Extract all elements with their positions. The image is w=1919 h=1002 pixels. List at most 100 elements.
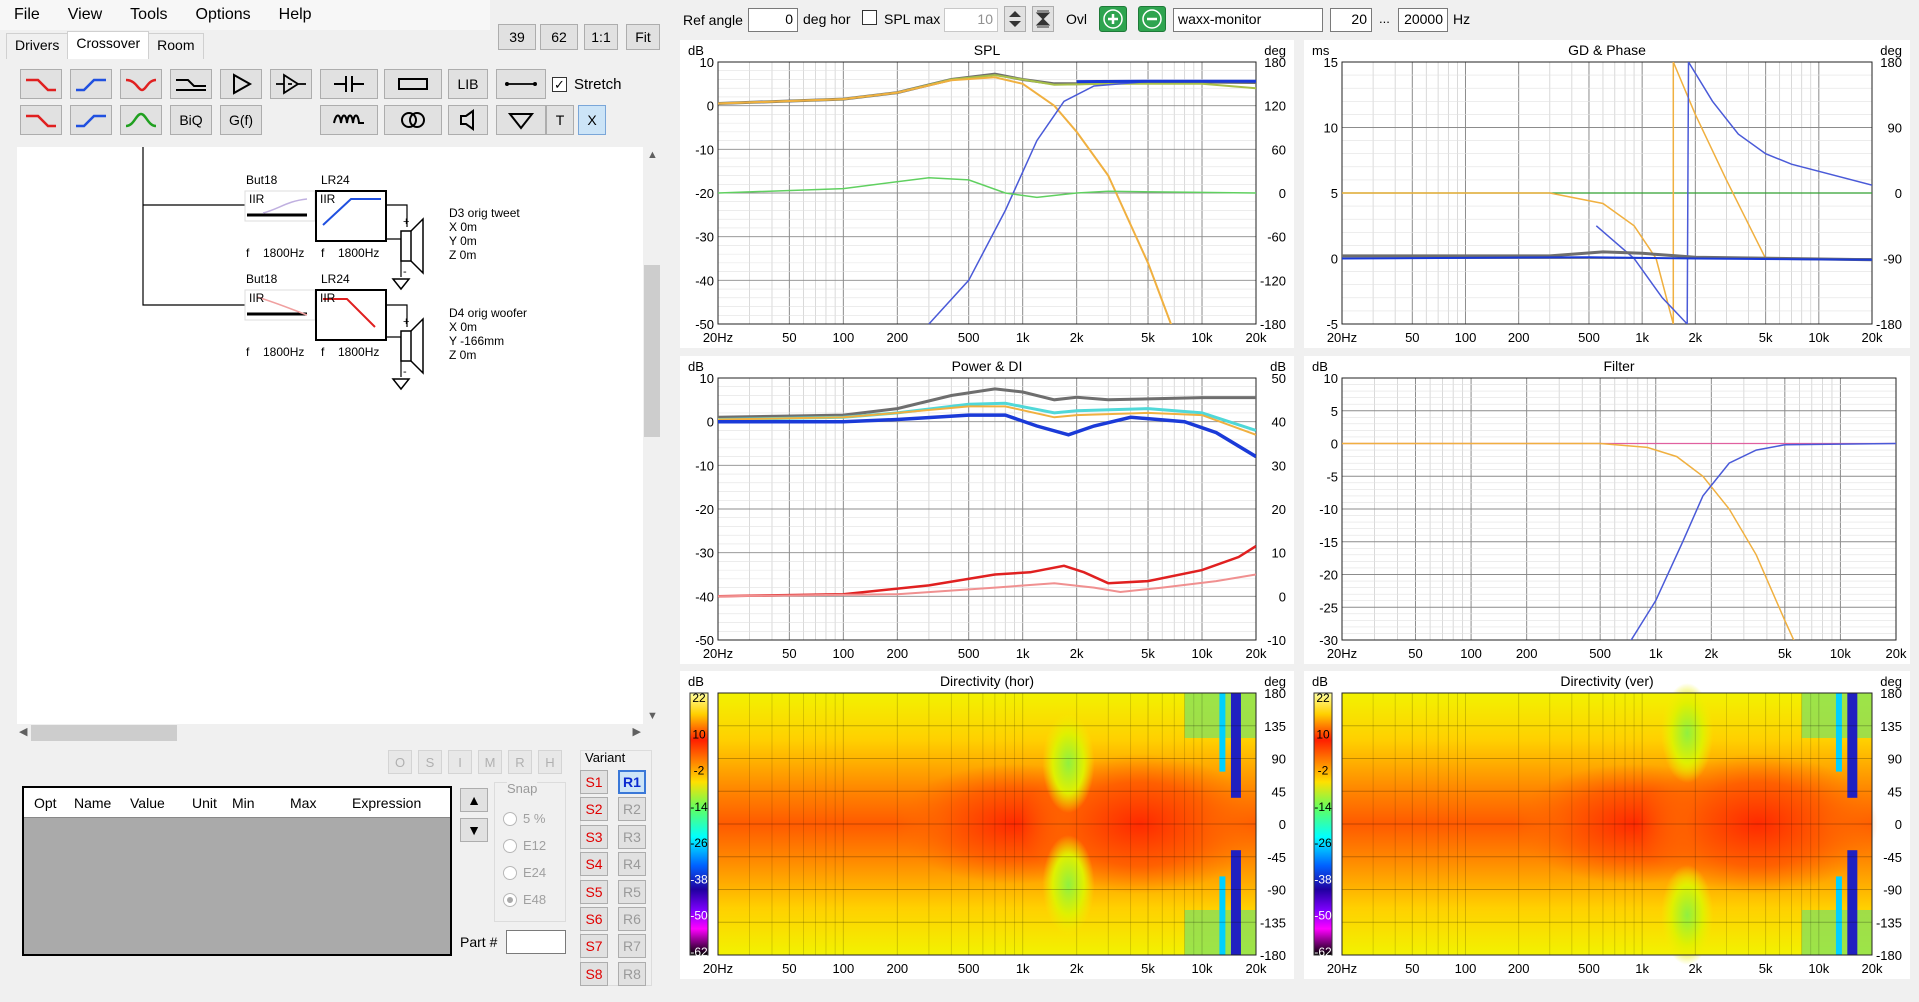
tab-crossover[interactable]: Crossover [67,31,150,59]
snap-5pct[interactable]: 5 % [503,811,545,826]
move-up-button[interactable]: ▲ [460,788,488,812]
highpass2-blue-button[interactable] [70,105,112,135]
menu-view[interactable]: View [67,6,103,23]
overlay-name-input[interactable]: waxx-monitor [1173,8,1323,32]
notch-red-button[interactable] [120,69,162,99]
menu-options[interactable]: Options [195,6,251,23]
variant-save-s7-button[interactable]: S7 [580,934,608,959]
schematic-canvas[interactable]: + - + - But18 LR24 IIR IIR f 1800Hz f 1800… [17,147,649,724]
remove-overlay-button[interactable] [1138,6,1166,32]
tab-drivers[interactable]: Drivers [6,33,69,59]
snap-e24[interactable]: E24 [503,865,546,880]
amplifier-button[interactable] [220,69,262,99]
spl-x-tick: 5k [1141,330,1155,345]
snap-e48[interactable]: E48 [503,892,546,907]
dir-ver-right-tick: 90 [1888,752,1902,767]
menu-help[interactable]: Help [278,6,312,23]
library-button[interactable]: LIB [448,69,488,99]
schematic-vertical-scrollbar[interactable]: ▲ ▼ [643,147,661,724]
snap-e24-radio[interactable] [503,865,517,880]
directivity-hor-chart[interactable]: Directivity (hor) dB deg 180 135 90 45 0 -45 -90 -… [680,671,1294,979]
part-number-input[interactable] [506,930,566,954]
opt-h-button[interactable]: H [538,750,562,774]
snap-e12-radio[interactable] [503,838,517,853]
variant-save-s5-button[interactable]: S5 [580,879,608,904]
power-x-tick: 20Hz [703,646,733,661]
dir-ver-scale-tick: -38 [1314,872,1332,886]
highpass-blue-button[interactable] [70,69,112,99]
spl-extreme-button[interactable] [1032,6,1054,32]
snap-e48-radio[interactable] [503,892,517,907]
speaker-button[interactable] [448,105,488,135]
filter-left-tick: -20 [1319,568,1338,583]
ref-angle-input[interactable]: 0 [748,8,798,32]
add-overlay-button[interactable] [1099,6,1127,32]
biquad-button[interactable]: BiQ [170,105,212,135]
snap-e12[interactable]: E12 [503,838,546,853]
spl-max-checkbox[interactable] [862,10,877,25]
variant-save-s4-button[interactable]: S4 [580,852,608,877]
freq-min-input[interactable]: 20 [1330,8,1372,32]
buffer-button[interactable] [270,69,312,99]
stretch-checkbox[interactable]: ✓ [552,77,567,92]
variant-recall-r5-button[interactable]: R5 [618,879,646,904]
menu-file[interactable]: File [14,6,40,23]
capacitor-button[interactable] [320,69,378,99]
opt-o-button[interactable]: O [388,750,412,774]
scroll-left-icon[interactable]: ◀ [19,726,28,738]
spl-max-input[interactable]: 10 [944,8,998,32]
variant-save-s2-button[interactable]: S2 [580,797,608,822]
variant-save-s1-button[interactable]: S1 [580,770,608,794]
opt-i-button[interactable]: I [448,750,472,774]
inductor-button[interactable] [320,105,378,135]
gd-x-tick: 10k [1808,330,1829,345]
opt-r-button[interactable]: R [508,750,532,774]
zoom-62-button[interactable]: 62 [540,24,578,50]
variant-recall-r6-button[interactable]: R6 [618,907,646,931]
tab-room[interactable]: Room [148,33,204,59]
directivity-ver-chart[interactable]: Directivity (ver) dB deg 180 135 90 45 0 -45 -90 -… [1304,671,1910,979]
lowpass2-red-button[interactable] [20,105,62,135]
wire-button[interactable] [496,69,546,99]
freq-max-input[interactable]: 20000 [1398,8,1448,32]
variant-recall-r3-button[interactable]: R3 [618,824,646,849]
schematic-horizontal-scrollbar[interactable]: ◀ ▶ [17,724,643,742]
optimizer-table[interactable]: Opt Name Value Unit Min Max Expression [22,786,452,956]
gf-button[interactable]: G(f) [220,105,262,135]
variant-recall-r4-button[interactable]: R4 [618,852,646,877]
variant-recall-r8-button[interactable]: R8 [618,961,646,986]
x-button[interactable]: X [578,105,606,135]
variant-recall-r7-button[interactable]: R7 [618,934,646,959]
transformer-button[interactable] [384,105,442,135]
zoom-fit-button[interactable]: Fit [626,24,660,50]
scroll-down-icon[interactable]: ▼ [647,710,658,722]
bandpass-green-button[interactable] [120,105,162,135]
snap-5pct-radio[interactable] [503,811,517,826]
scroll-right-icon[interactable]: ▶ [632,726,641,738]
spl-spin-button[interactable] [1004,6,1026,32]
lowpass-red-button[interactable] [20,69,62,99]
zoom-39-button[interactable]: 39 [498,24,536,50]
variant-save-s8-button[interactable]: S8 [580,961,608,986]
text-button[interactable]: T [546,105,574,135]
gd-phase-chart[interactable]: GD & Phase ms deg 15 10 5 0 -5 180 90 0 -90 -180 20Hz… [1304,40,1910,348]
menu-tools[interactable]: Tools [130,6,168,23]
shelf-button[interactable] [170,69,212,99]
horizontal-scroll-thumb[interactable] [31,725,177,741]
power-di-chart[interactable]: Power & DI dB dB 10 0 -10 -20 -30 -40 -50 50 40 30 20… [680,356,1294,664]
variant-save-s3-button[interactable]: S3 [580,824,608,849]
opt-s-button[interactable]: S [418,750,442,774]
scroll-up-icon[interactable]: ▲ [647,149,658,161]
variant-save-s6-button[interactable]: S6 [580,907,608,931]
variant-recall-r1-button[interactable]: R1 [618,770,646,794]
filter-chart[interactable]: Filter dB 10 5 0 -5 -10 -15 -20 -25 -30 20Hz 50 100 20… [1304,356,1910,664]
vertical-scroll-thumb[interactable] [644,265,660,437]
move-down-button[interactable]: ▼ [460,818,488,842]
ground-button[interactable] [496,105,546,135]
variant-recall-r2-button[interactable]: R2 [618,797,646,822]
resistor-button[interactable] [384,69,442,99]
zoom-1to1-button[interactable]: 1:1 [584,24,618,50]
opt-m-button[interactable]: M [478,750,502,774]
spl-chart[interactable]: SPL dB deg 10 0 -10 -20 -30 -40 -50 180 120 60 0 -60 -1… [680,40,1294,348]
